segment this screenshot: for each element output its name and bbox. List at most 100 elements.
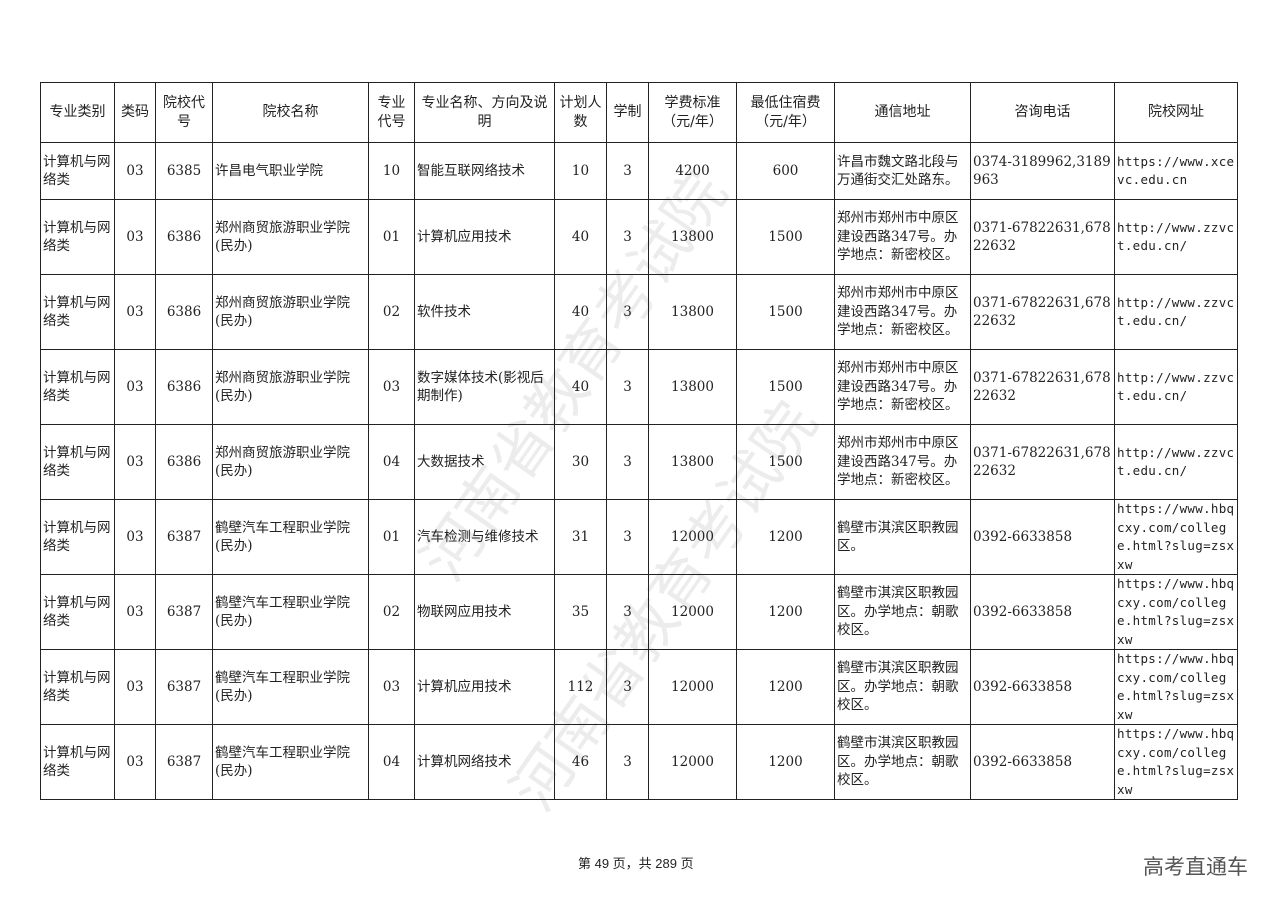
cell-website: http://www.zzvct.edu.cn/ [1114, 274, 1238, 350]
cell-school-name: 郑州商贸旅游职业学院(民办) [212, 274, 369, 350]
cell-category: 计算机与网络类 [40, 349, 115, 425]
header-plan-count: 计划人数 [554, 82, 607, 143]
cell-address: 郑州市郑州市中原区建设西路347号。办学地点：新密校区。 [834, 349, 971, 425]
table-row: 计算机与网络类 03 6386 郑州商贸旅游职业学院(民办) 03 数字媒体技术(影视后期… [40, 349, 1238, 425]
header-category: 专业类别 [40, 82, 115, 143]
cell-school-code: 6387 [155, 499, 213, 575]
cell-website: http://www.zzvct.edu.cn/ [1114, 199, 1238, 275]
cell-tuition: 12000 [648, 574, 737, 650]
cell-phone: 0392-6633858 [970, 649, 1115, 725]
cell-school-code: 6387 [155, 649, 213, 725]
cell-major-name: 大数据技术 [414, 424, 555, 500]
cell-duration: 3 [606, 649, 649, 725]
cell-phone: 0371-67822631,67822632 [970, 424, 1115, 500]
cell-major-name: 计算机应用技术 [414, 199, 555, 275]
table-row: 计算机与网络类 03 6387 鹤壁汽车工程职业学院(民办) 02 物联网应用技术 35 3 1… [40, 574, 1238, 650]
header-school-code: 院校代号 [155, 82, 213, 143]
cell-phone: 0392-6633858 [970, 574, 1115, 650]
cell-plan-count: 40 [554, 199, 607, 275]
cell-school-name: 鹤壁汽车工程职业学院(民办) [212, 649, 369, 725]
cell-accommodation: 1500 [736, 274, 835, 350]
table-row: 计算机与网络类 03 6385 许昌电气职业学院 10 智能互联网络技术 10 3 4200 60… [40, 142, 1238, 200]
table-row: 计算机与网络类 03 6386 郑州商贸旅游职业学院(民办) 04 大数据技术 30 3 138… [40, 424, 1238, 500]
cell-plan-count: 40 [554, 274, 607, 350]
cell-category: 计算机与网络类 [40, 142, 115, 200]
cell-tuition: 12000 [648, 499, 737, 575]
header-accommodation: 最低住宿费（元/年） [736, 82, 835, 143]
cell-class-code: 03 [114, 724, 156, 800]
cell-address: 鹤壁市淇滨区职教园区。办学地点：朝歌校区。 [834, 724, 971, 800]
cell-major-name: 汽车检测与维修技术 [414, 499, 555, 575]
cell-class-code: 03 [114, 424, 156, 500]
cell-school-name: 鹤壁汽车工程职业学院(民办) [212, 499, 369, 575]
header-phone: 咨询电话 [970, 82, 1115, 143]
cell-accommodation: 600 [736, 142, 835, 200]
cell-address: 许昌市魏文路北段与万通街交汇处路东。 [834, 142, 971, 200]
cell-class-code: 03 [114, 274, 156, 350]
cell-school-name: 许昌电气职业学院 [212, 142, 369, 200]
cell-accommodation: 1500 [736, 199, 835, 275]
cell-category: 计算机与网络类 [40, 649, 115, 725]
cell-major-name: 物联网应用技术 [414, 574, 555, 650]
cell-school-code: 6386 [155, 274, 213, 350]
cell-phone: 0392-6633858 [970, 499, 1115, 575]
table-row: 计算机与网络类 03 6386 郑州商贸旅游职业学院(民办) 01 计算机应用技术 40 3 1… [40, 199, 1238, 275]
cell-address: 鹤壁市淇滨区职教园区。 [834, 499, 971, 575]
cell-major-name: 软件技术 [414, 274, 555, 350]
header-class-code: 类码 [114, 82, 156, 143]
header-duration: 学制 [606, 82, 649, 143]
cell-website: https://www.xcevc.edu.cn [1114, 142, 1238, 200]
cell-major-code: 01 [368, 499, 415, 575]
cell-phone: 0371-67822631,67822632 [970, 349, 1115, 425]
cell-class-code: 03 [114, 142, 156, 200]
header-school-name: 院校名称 [212, 82, 369, 143]
cell-major-name: 数字媒体技术(影视后期制作) [414, 349, 555, 425]
cell-school-name: 郑州商贸旅游职业学院(民办) [212, 424, 369, 500]
cell-class-code: 03 [114, 499, 156, 575]
cell-school-code: 6387 [155, 574, 213, 650]
cell-tuition: 13800 [648, 349, 737, 425]
table-row: 计算机与网络类 03 6387 鹤壁汽车工程职业学院(民办) 03 计算机应用技术 112 3… [40, 649, 1238, 725]
cell-accommodation: 1500 [736, 424, 835, 500]
cell-website: https://www.hbqcxy.com/college.html?slug… [1114, 574, 1238, 650]
cell-address: 郑州市郑州市中原区建设西路347号。办学地点：新密校区。 [834, 274, 971, 350]
cell-school-name: 郑州商贸旅游职业学院(民办) [212, 349, 369, 425]
table-header-row: 专业类别 类码 院校代号 院校名称 专业代号 专业名称、方向及说明 计划人数 学制 学费标准（元… [40, 82, 1238, 143]
cell-duration: 3 [606, 424, 649, 500]
cell-major-code: 03 [368, 649, 415, 725]
cell-school-name: 鹤壁汽车工程职业学院(民办) [212, 574, 369, 650]
cell-duration: 3 [606, 499, 649, 575]
cell-major-code: 03 [368, 349, 415, 425]
cell-accommodation: 1200 [736, 499, 835, 575]
cell-website: https://www.hbqcxy.com/college.html?slug… [1114, 724, 1238, 800]
cell-duration: 3 [606, 199, 649, 275]
cell-major-name: 计算机网络技术 [414, 724, 555, 800]
cell-school-code: 6387 [155, 724, 213, 800]
cell-plan-count: 10 [554, 142, 607, 200]
cell-plan-count: 112 [554, 649, 607, 725]
cell-school-name: 鹤壁汽车工程职业学院(民办) [212, 724, 369, 800]
cell-category: 计算机与网络类 [40, 199, 115, 275]
cell-school-code: 6385 [155, 142, 213, 200]
cell-phone: 0371-67822631,67822632 [970, 199, 1115, 275]
cell-major-code: 01 [368, 199, 415, 275]
cell-school-code: 6386 [155, 199, 213, 275]
header-major-name: 专业名称、方向及说明 [414, 82, 555, 143]
cell-tuition: 12000 [648, 724, 737, 800]
cell-class-code: 03 [114, 199, 156, 275]
cell-phone: 0371-67822631,67822632 [970, 274, 1115, 350]
table-row: 计算机与网络类 03 6386 郑州商贸旅游职业学院(民办) 02 软件技术 40 3 1380… [40, 274, 1238, 350]
cell-plan-count: 40 [554, 349, 607, 425]
cell-school-code: 6386 [155, 349, 213, 425]
cell-category: 计算机与网络类 [40, 274, 115, 350]
enrollment-plan-table: 专业类别 类码 院校代号 院校名称 专业代号 专业名称、方向及说明 计划人数 学制 学费标准（元… [40, 82, 1238, 800]
cell-website: https://www.hbqcxy.com/college.html?slug… [1114, 649, 1238, 725]
cell-tuition: 12000 [648, 649, 737, 725]
table-row: 计算机与网络类 03 6387 鹤壁汽车工程职业学院(民办) 01 汽车检测与维修技术 31… [40, 499, 1238, 575]
cell-major-code: 04 [368, 724, 415, 800]
cell-duration: 3 [606, 724, 649, 800]
cell-tuition: 13800 [648, 199, 737, 275]
cell-tuition: 13800 [648, 424, 737, 500]
cell-major-code: 10 [368, 142, 415, 200]
cell-major-name: 智能互联网络技术 [414, 142, 555, 200]
